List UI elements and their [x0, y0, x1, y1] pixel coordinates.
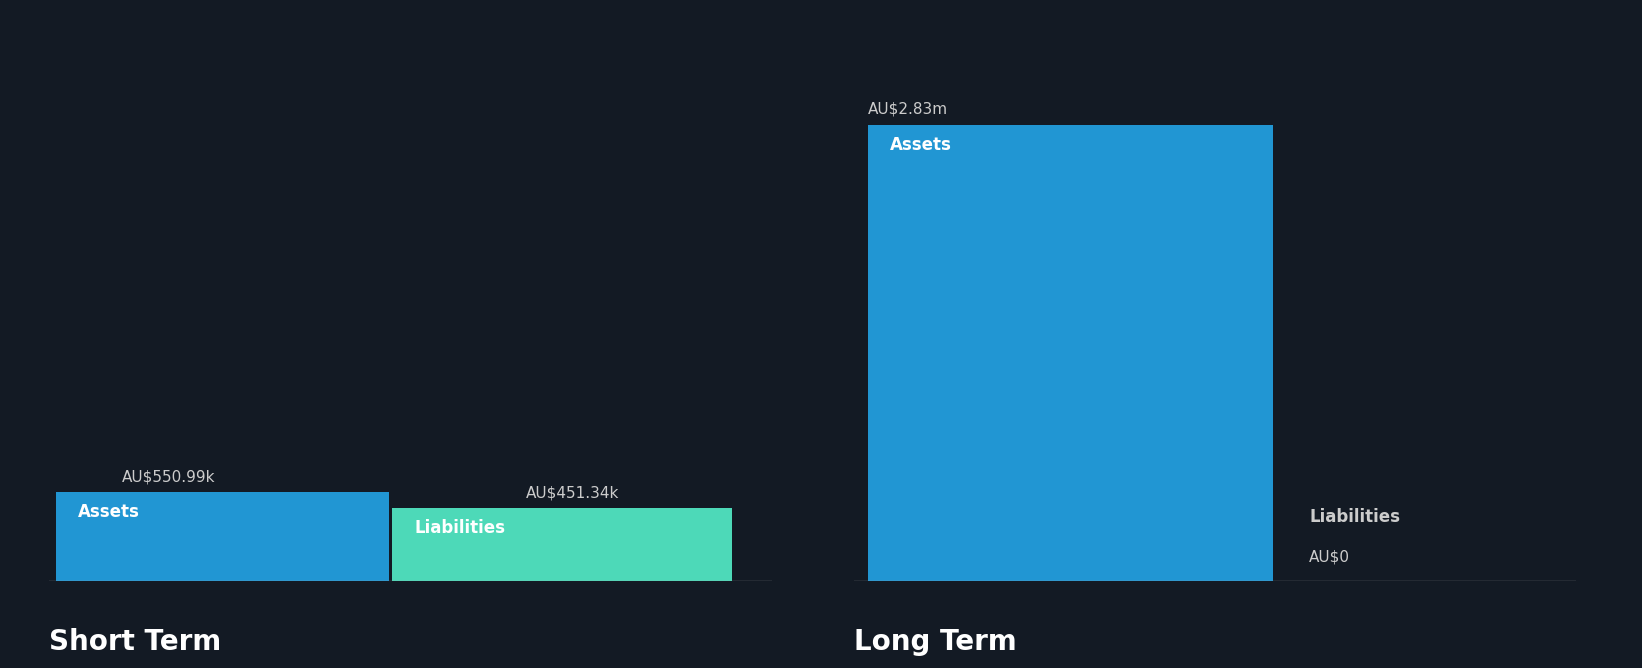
Text: AU$550.99k: AU$550.99k	[122, 469, 215, 484]
Text: Short Term: Short Term	[49, 628, 222, 656]
Bar	[869, 125, 1273, 581]
Text: Assets: Assets	[79, 503, 140, 521]
Text: AU$451.34k: AU$451.34k	[525, 485, 619, 500]
Text: AU$0: AU$0	[1309, 550, 1350, 564]
Text: Liabilities: Liabilities	[414, 519, 506, 537]
Bar	[56, 492, 389, 581]
Text: Long Term: Long Term	[854, 628, 1016, 656]
Text: AU$2.83m: AU$2.83m	[869, 102, 949, 116]
Bar	[392, 508, 732, 581]
Text: Assets: Assets	[890, 136, 952, 154]
Text: Liabilities: Liabilities	[1309, 508, 1401, 526]
